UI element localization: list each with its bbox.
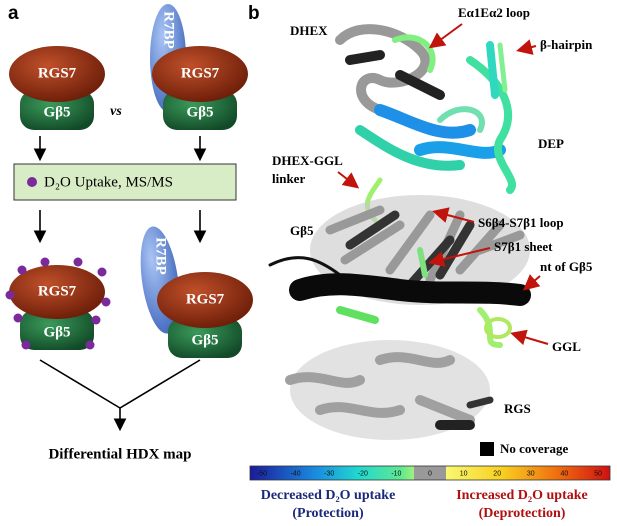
no-coverage-swatch — [480, 442, 494, 456]
annotation: nt of Gβ5 — [540, 259, 593, 274]
complex-top-left: RGS7 Gβ5 — [9, 46, 105, 130]
gb5-shape — [20, 90, 94, 130]
pointer-arrow — [337, 171, 360, 189]
complex-top-right: R7BP RGS7 Gβ5 — [150, 4, 248, 130]
colorbar-tick-label: 30 — [527, 470, 535, 477]
annotation: Gβ5 — [290, 223, 314, 238]
complex-bottom-left: RGS7 Gβ5 — [5, 257, 111, 350]
annotation: S6β4-S7β1 loop — [478, 215, 564, 230]
colorbar-gradient — [249, 465, 611, 481]
vs-text: vs — [110, 104, 122, 119]
gb5-shape — [163, 90, 237, 130]
panel-label: a — [8, 3, 19, 24]
colorbar-tick-label: 40 — [561, 470, 569, 477]
deuterium-dot — [27, 177, 37, 187]
gb5-label: Gβ5 — [43, 324, 70, 340]
colorbar-tick-label: 50 — [594, 470, 602, 477]
merge-lines — [39, 359, 201, 409]
complex-bottom-right: R7BP RGS7 Gβ5 — [140, 226, 253, 358]
legend-text: Increased D₂O uptake — [456, 488, 588, 503]
r7bp-label: R7BP — [161, 11, 177, 49]
gb5-label: Gβ5 — [43, 104, 70, 120]
annotation: GGL — [552, 339, 581, 354]
legend-text: Decreased D₂O uptake — [261, 488, 396, 503]
legend-text: (Protection) — [292, 506, 364, 521]
annotation: RGS — [504, 401, 531, 416]
colorbar-tick-label: -20 — [358, 470, 368, 477]
step-box — [13, 163, 237, 201]
annotation: DHEX-GGL — [272, 153, 343, 168]
rgs7-label: RGS7 — [181, 65, 220, 81]
pointer-arrow — [428, 247, 491, 267]
protein-structure — [268, 24, 531, 440]
annotation: DEP — [538, 136, 564, 151]
legend-text: (Deprotection) — [479, 506, 566, 521]
pointer-arrow — [516, 39, 537, 55]
rgs7-label: RGS7 — [186, 291, 225, 307]
colorbar-tick-label: 0 — [428, 470, 432, 477]
step-text: D₂O Uptake, MS/MS — [44, 174, 173, 190]
result-text: Differential HDX map — [48, 446, 191, 462]
panel-label: b — [248, 3, 260, 24]
pointer-arrow — [432, 207, 475, 223]
rgs7-shape — [9, 46, 105, 102]
rgs7-shape — [152, 46, 248, 102]
pointer-arrow — [428, 23, 463, 49]
annotation: linker — [272, 171, 305, 186]
annotation: S7β1 sheet — [494, 239, 553, 254]
colorbar-tick-label: -10 — [391, 470, 401, 477]
annotation: Eα1Eα2 loop — [458, 5, 530, 20]
colorbar-tick-label: 10 — [460, 470, 468, 477]
gb5-label: Gβ5 — [191, 332, 218, 348]
rgs7-shape — [157, 272, 253, 328]
colorbar-tick-label: -30 — [324, 470, 334, 477]
colorbar-tick-label: -40 — [291, 470, 301, 477]
colorbar-tick-label: 20 — [493, 470, 501, 477]
colorbar-tick-label: -50 — [257, 470, 267, 477]
gb5-label: Gβ5 — [186, 104, 213, 120]
annotation: DHEX — [290, 23, 328, 38]
rgs7-shape — [9, 265, 105, 319]
rgs7-label: RGS7 — [38, 283, 77, 299]
legend-text: No coverage — [500, 441, 568, 456]
gb5-shape — [20, 310, 94, 350]
colorbar: -50 -40 -30 -20 -10 0 10 20 30 40 50 — [249, 465, 611, 481]
annotation: β-hairpin — [540, 37, 593, 52]
r7bp-label: R7BP — [153, 237, 169, 275]
pointer-arrow — [510, 329, 549, 346]
rgs7-label: RGS7 — [38, 65, 77, 81]
pointer-arrow — [522, 274, 541, 291]
deuterium-dots — [5, 257, 111, 350]
gb5-shape — [168, 318, 242, 358]
